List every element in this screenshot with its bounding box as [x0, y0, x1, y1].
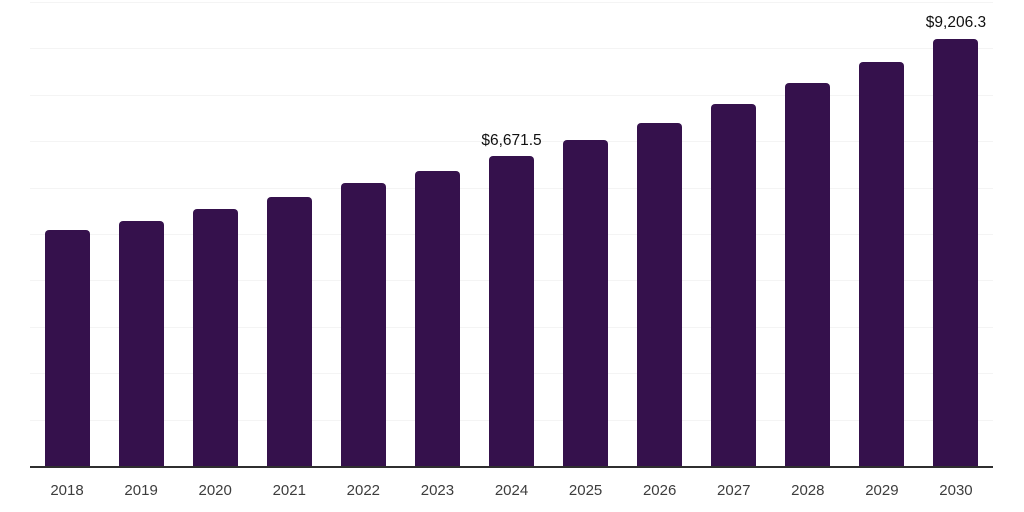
- bar-slot-2020: [178, 2, 252, 466]
- bar-2022[interactable]: [340, 183, 386, 466]
- x-tick-label-2021: 2021: [272, 482, 306, 499]
- bar-2027[interactable]: [711, 104, 757, 466]
- x-tick-label-2027: 2027: [717, 482, 751, 499]
- x-tick-label-2018: 2018: [50, 482, 84, 499]
- bar-slot-2028: [771, 2, 845, 466]
- bar-2019[interactable]: [118, 221, 164, 466]
- bars-container: $6,671.5 $9,206.3: [30, 2, 993, 466]
- x-tick-label-2028: 2028: [791, 482, 825, 499]
- bar-slot-2029: [845, 2, 919, 466]
- bar-2020[interactable]: [192, 209, 238, 466]
- bar-slot-2022: [326, 2, 400, 466]
- x-tick-label-2023: 2023: [420, 482, 455, 499]
- bar-2018[interactable]: [44, 230, 90, 466]
- x-tick-label-2022: 2022: [346, 482, 381, 499]
- gridline-8000: [30, 94, 993, 96]
- bar-2023[interactable]: [414, 171, 460, 466]
- bar-slot-2018: [30, 2, 104, 466]
- x-tick-label-2025: 2025: [568, 482, 603, 499]
- bar-2028[interactable]: [785, 82, 831, 466]
- x-tick-label-2030: 2030: [939, 482, 973, 499]
- bar-slot-2027: [697, 2, 771, 466]
- x-axis-tick-labels: 2018 2019 2020 2021 2022 2023 2024 2025 2026 2027…: [30, 483, 993, 498]
- bar-2024[interactable]: [489, 156, 534, 466]
- bar-slot-2030: $9,206.3: [919, 2, 993, 466]
- gridline-9000: [30, 48, 993, 50]
- bar-slot-2019: [104, 2, 178, 466]
- bar-2029[interactable]: [859, 61, 905, 466]
- bar-2026[interactable]: [637, 123, 683, 466]
- bar-slot-2023: [400, 2, 474, 466]
- x-tick-label-2020: 2020: [198, 482, 232, 499]
- plot-area: $6,671.5 $9,206.3: [30, 2, 993, 468]
- x-tick-label-2024: 2024: [494, 482, 529, 499]
- bar-2021[interactable]: [266, 197, 312, 466]
- value-label-2030: $9,206.3: [925, 14, 987, 32]
- bar-2025[interactable]: [563, 140, 609, 466]
- x-tick-label-2026: 2026: [642, 482, 677, 499]
- bar-2030[interactable]: [933, 38, 979, 466]
- gridline-10000: [30, 2, 993, 3]
- x-axis-line: [30, 466, 993, 468]
- value-label-2024: $6,671.5: [481, 131, 542, 149]
- bar-slot-2021: [252, 2, 326, 466]
- x-tick-label-2029: 2029: [865, 482, 899, 499]
- bar-slot-2025: [549, 2, 623, 466]
- x-tick-label-2019: 2019: [124, 482, 158, 499]
- gridline-7000: [30, 141, 993, 143]
- bar-slot-2024: $6,671.5: [474, 2, 548, 466]
- bar-slot-2026: [623, 2, 697, 466]
